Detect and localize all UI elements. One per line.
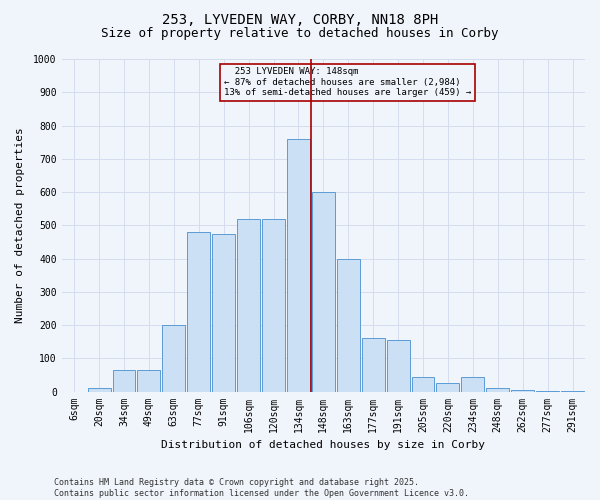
Bar xyxy=(187,232,210,392)
Bar xyxy=(436,382,460,392)
Bar xyxy=(212,234,235,392)
Bar xyxy=(362,338,385,392)
Y-axis label: Number of detached properties: Number of detached properties xyxy=(15,128,25,323)
Bar xyxy=(487,388,509,392)
Bar xyxy=(88,388,110,392)
Bar xyxy=(287,139,310,392)
Text: Contains HM Land Registry data © Crown copyright and database right 2025.
Contai: Contains HM Land Registry data © Crown c… xyxy=(54,478,469,498)
Text: 253, LYVEDEN WAY, CORBY, NN18 8PH: 253, LYVEDEN WAY, CORBY, NN18 8PH xyxy=(162,12,438,26)
Bar xyxy=(137,370,160,392)
Bar xyxy=(461,376,484,392)
Bar xyxy=(113,370,136,392)
Text: Size of property relative to detached houses in Corby: Size of property relative to detached ho… xyxy=(101,28,499,40)
Bar xyxy=(337,258,360,392)
Bar xyxy=(536,390,559,392)
X-axis label: Distribution of detached houses by size in Corby: Distribution of detached houses by size … xyxy=(161,440,485,450)
Bar xyxy=(412,376,434,392)
Bar xyxy=(511,390,534,392)
Bar xyxy=(262,218,285,392)
Bar xyxy=(237,218,260,392)
Bar xyxy=(386,340,410,392)
Bar xyxy=(163,325,185,392)
Text: 253 LYVEDEN WAY: 148sqm
← 87% of detached houses are smaller (2,984)
13% of semi: 253 LYVEDEN WAY: 148sqm ← 87% of detache… xyxy=(224,68,471,97)
Bar xyxy=(312,192,335,392)
Bar xyxy=(561,390,584,392)
